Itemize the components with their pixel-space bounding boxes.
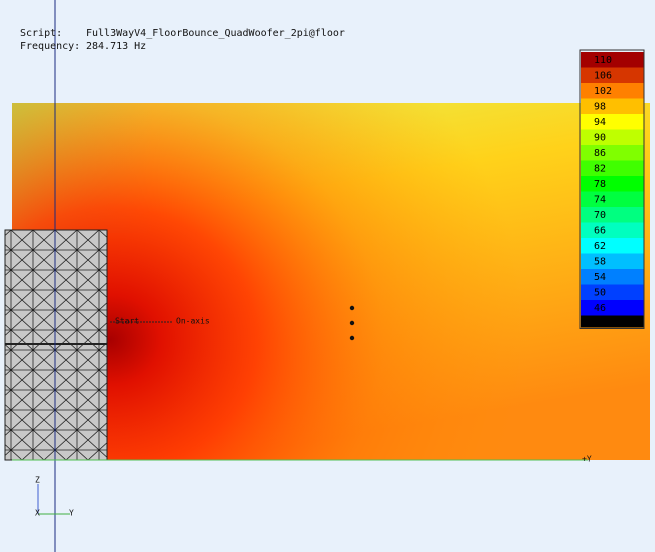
colorbar: 110 106 102 98 94 90 86 82 78 74 70 66 62 58 54 50 46 [579, 49, 645, 329]
colorbar-label: 102 [594, 86, 612, 97]
triad-x: X [35, 509, 40, 518]
triad-y: Y [69, 509, 74, 518]
colorbar-swatch [581, 269, 644, 285]
colorbar-swatch [581, 67, 644, 84]
plus-y-label: +Y [582, 455, 592, 464]
colorbar-swatch [581, 207, 644, 223]
colorbar-label: 86 [594, 148, 606, 159]
colorbar-label: 110 [594, 55, 612, 66]
colorbar-swatch [581, 253, 644, 270]
on-axis-label: On-axis [176, 317, 210, 326]
dots [349, 305, 355, 341]
colorbar-label: 62 [594, 241, 606, 252]
colorbar-swatch [581, 114, 644, 130]
colorbar-label: 46 [594, 303, 606, 314]
colorbar-label: 50 [594, 288, 606, 299]
colorbar-label: 90 [594, 133, 606, 144]
script-label: Script: [20, 28, 62, 39]
colorbar-frame [579, 49, 645, 329]
colorbar-label: 58 [594, 257, 606, 268]
colorbar-swatch [581, 160, 644, 177]
colorbar-label: 74 [594, 195, 606, 206]
script-name: Full3WayV4_FloorBounce_QuadWoofer_2pi@fl… [86, 28, 345, 39]
colorbar-label: 78 [594, 179, 606, 190]
colorbar-swatch [581, 129, 644, 146]
colorbar-swatch [581, 52, 644, 68]
start-label: Start [115, 317, 139, 326]
triad: Z X Y [35, 476, 74, 518]
colorbar-swatch [581, 176, 644, 192]
colorbar-label: 66 [594, 226, 606, 237]
colorbar-swatch [581, 98, 644, 115]
colorbar-swatch [581, 191, 644, 208]
colorbar-swatch [581, 222, 644, 239]
colorbar-label: 54 [594, 272, 606, 283]
triad-z: Z [35, 476, 40, 485]
field [12, 103, 650, 460]
frequency-label: Frequency: [20, 41, 80, 52]
colorbar-swatch [581, 83, 644, 99]
colorbar-swatch [581, 300, 644, 316]
colorbar-label: 106 [594, 71, 612, 82]
colorbar-label: 82 [594, 164, 606, 175]
frequency-value: 284.713 Hz [86, 41, 146, 52]
colorbar-label: 98 [594, 102, 606, 113]
colorbar-label: 70 [594, 210, 606, 221]
colorbar-swatch [581, 284, 644, 301]
colorbar-black [581, 315, 644, 328]
colorbar-swatch [581, 145, 644, 161]
colorbar-swatch [581, 238, 644, 254]
colorbar-label: 94 [594, 117, 606, 128]
